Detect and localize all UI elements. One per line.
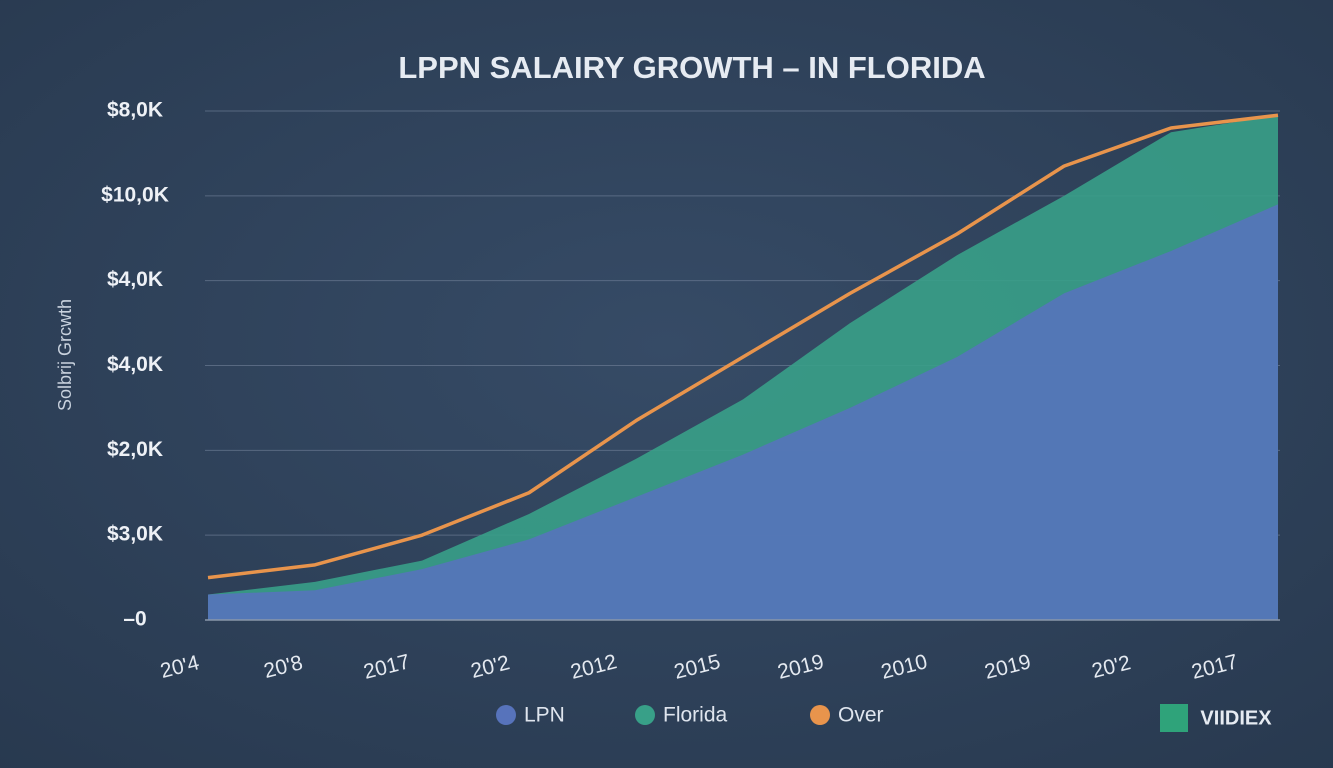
legend-label: Over <box>838 704 884 727</box>
y-tick-label: –0 <box>123 608 146 631</box>
legend-marker <box>496 705 516 725</box>
line <box>207 113 1279 580</box>
legend-label: Florida <box>663 704 728 727</box>
watermark-icon <box>1160 704 1188 732</box>
y-tick-label: $4,0K <box>107 353 163 376</box>
y-tick-label: $10,0K <box>101 183 169 206</box>
watermark: VIIDIEX <box>1200 707 1272 729</box>
y-tick-label: $8,0K <box>107 99 163 122</box>
area <box>208 204 1278 621</box>
y-axis-label: Solbrij Grcwth <box>55 299 75 411</box>
legend-marker <box>810 705 830 725</box>
y-tick-label: $3,0K <box>107 523 163 546</box>
chart-title: LPPN SALAIRY GROWTH – IN FLORIDA <box>398 50 985 85</box>
y-tick-label: $4,0K <box>107 268 163 291</box>
legend-label: LPN <box>524 704 565 727</box>
y-tick-label: $2,0K <box>107 438 163 461</box>
legend-marker <box>635 705 655 725</box>
